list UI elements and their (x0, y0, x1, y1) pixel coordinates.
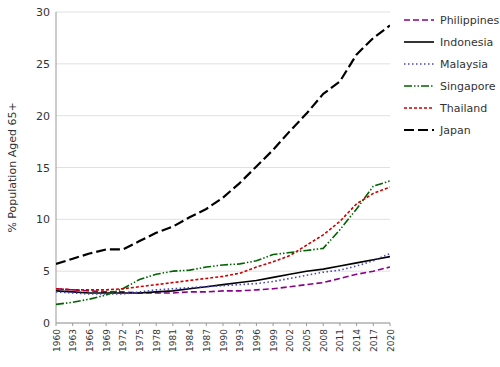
x-tick-label: 2017 (369, 329, 379, 352)
series-line (56, 257, 390, 293)
lines (56, 25, 390, 304)
grid-line (56, 63, 390, 64)
x-tick-label: 2002 (285, 329, 295, 352)
x-tick-label: 2020 (386, 329, 396, 352)
y-tick-label: 20 (36, 110, 50, 123)
x-tick-label: 1993 (235, 329, 245, 352)
y-tick-label: 10 (36, 213, 50, 226)
legend-label: Singapore (440, 80, 496, 93)
series-line (56, 254, 390, 294)
grid-line (56, 12, 390, 13)
legend-swatch (404, 19, 434, 21)
grid-line (56, 167, 390, 168)
grid-line (56, 323, 390, 324)
y-axis-label: % Population Aged 65+ (6, 102, 19, 232)
x-tick-label: 2008 (319, 329, 329, 352)
y-grid (56, 12, 390, 323)
legend-label: Japan (439, 124, 471, 137)
x-tick-label: 1972 (118, 329, 128, 352)
x-tick-label: 1996 (252, 329, 262, 352)
legend-swatch (404, 63, 434, 65)
legend-swatch (404, 85, 434, 87)
x-tick-label: 1990 (219, 329, 229, 352)
x-tick-label: 1969 (102, 329, 112, 352)
legend: Philippines Indonesia Malaysia Singapore Tha… (404, 14, 500, 137)
legend-swatch (404, 107, 434, 109)
x-tick-label: 1987 (202, 329, 212, 352)
series-line (56, 187, 390, 290)
legend-label: Indonesia (440, 36, 493, 49)
y-axis (56, 12, 57, 323)
legend-swatch (404, 129, 434, 131)
legend-label: Philippines (440, 14, 500, 27)
y-tick-label: 5 (43, 265, 50, 278)
series-line (56, 25, 390, 263)
x-tick-label: 1978 (152, 329, 162, 352)
x-tick-label: 1981 (168, 329, 178, 352)
chart: 0 5 10 15 20 25 30 1960 1963 1966 1969 1972 1975 1978… (0, 0, 500, 367)
legend-label: Thailand (439, 102, 487, 115)
x-tick-label: 2014 (352, 329, 362, 352)
x-tick-label: 1966 (85, 329, 95, 352)
x-tick-label: 1999 (269, 329, 279, 352)
x-tick-label: 1984 (185, 329, 195, 352)
x-axis (56, 323, 390, 324)
y-tick-label: 0 (43, 317, 50, 330)
x-tick-label: 1975 (135, 329, 145, 352)
series-line (56, 181, 390, 304)
x-tick-label: 2005 (302, 329, 312, 352)
legend-swatch (404, 41, 434, 43)
grid-line (56, 219, 390, 220)
x-tick-label: 2011 (335, 329, 345, 352)
x-tick-label: 1960 (52, 329, 62, 352)
y-tick-label: 30 (36, 6, 50, 19)
grid-line (56, 115, 390, 116)
x-tick-label: 1963 (68, 329, 78, 352)
legend-label: Malaysia (440, 58, 488, 71)
y-tick-label: 15 (36, 162, 50, 175)
y-tick-label: 25 (36, 58, 50, 71)
